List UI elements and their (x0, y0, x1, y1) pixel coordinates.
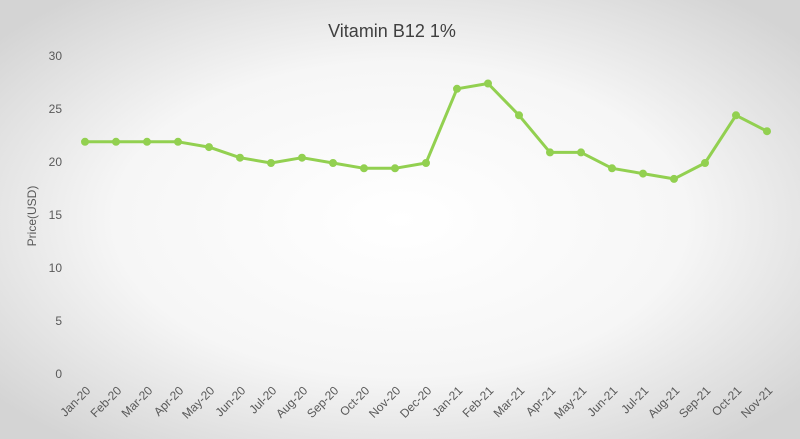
y-tick-label: 20 (49, 155, 63, 169)
point (174, 137, 182, 146)
point (577, 148, 585, 157)
point (639, 169, 647, 178)
point (546, 148, 554, 157)
y-tick-label: 5 (55, 314, 62, 328)
y-tick-label: 15 (49, 208, 63, 222)
point (701, 159, 709, 167)
point (763, 127, 771, 136)
point (112, 137, 120, 146)
point (732, 111, 740, 120)
point (670, 174, 678, 183)
point (422, 159, 430, 167)
point (484, 79, 492, 88)
y-tick-label: 25 (49, 102, 63, 116)
y-tick-label: 10 (49, 261, 63, 275)
point (515, 111, 523, 120)
point (608, 164, 616, 173)
y-axis-label: Price(USD) (25, 186, 39, 247)
point (205, 143, 213, 152)
point (236, 153, 244, 162)
point (329, 159, 337, 167)
y-tick-label: 30 (49, 49, 63, 63)
point (360, 164, 368, 173)
point (143, 137, 151, 146)
point (267, 159, 275, 167)
point (391, 164, 399, 173)
point (453, 84, 461, 93)
point (298, 153, 306, 162)
y-tick-label: 0 (55, 367, 62, 381)
chart-title: Vitamin B12 1% (328, 21, 456, 41)
point (81, 137, 89, 146)
